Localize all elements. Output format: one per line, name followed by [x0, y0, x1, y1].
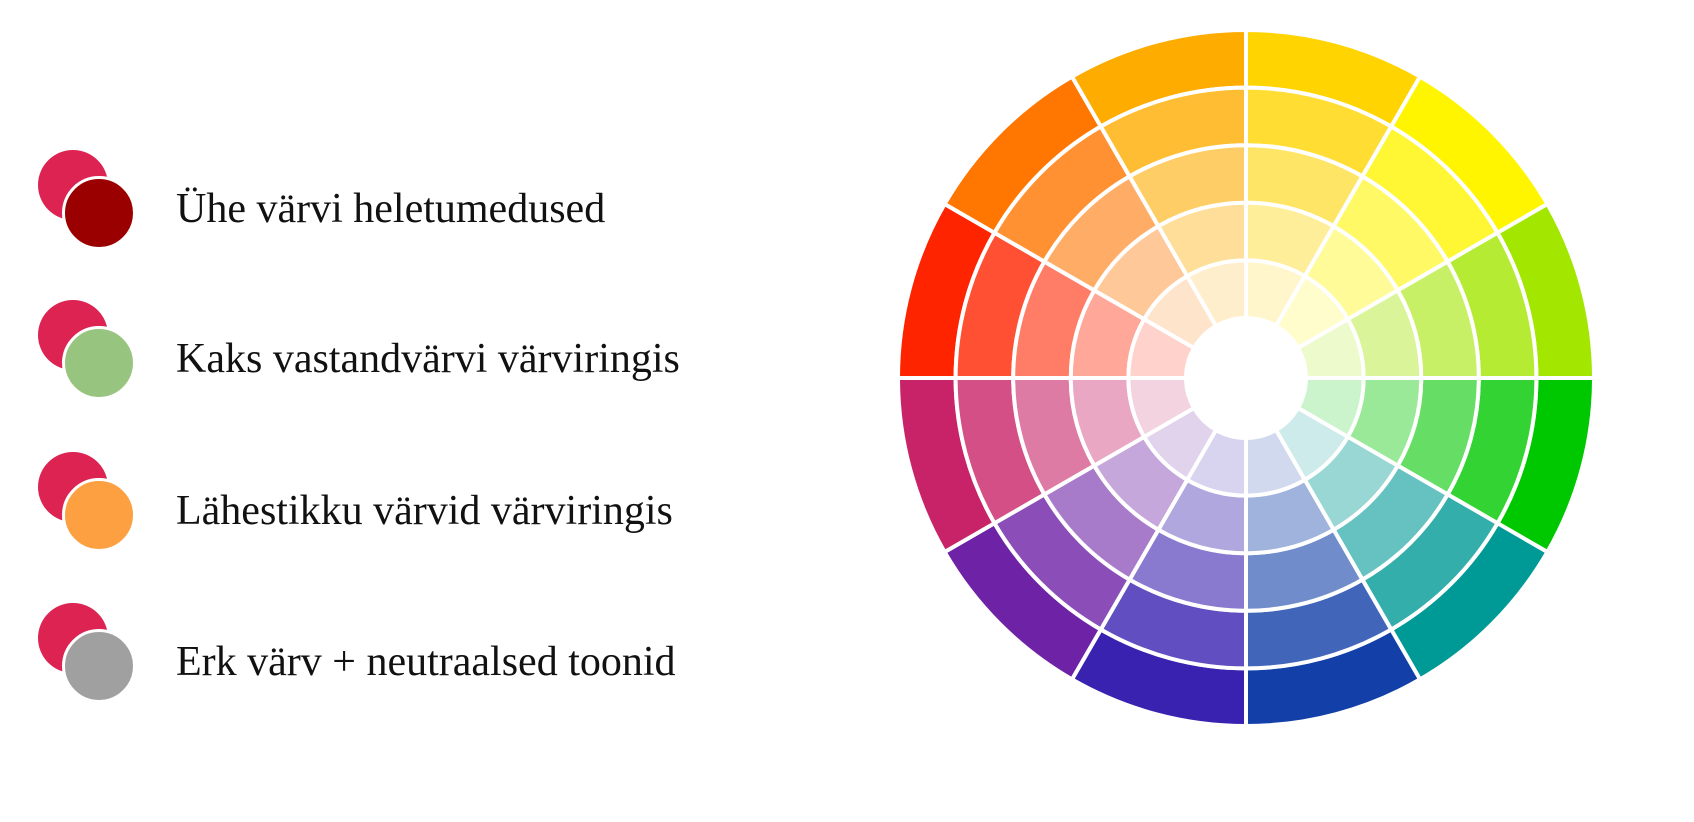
- legend-label: Lähestikku värvid värviringis: [176, 488, 673, 534]
- pair-color-swatch: [62, 326, 136, 400]
- legend-item-monochromatic: Ühe värvi heletumedused: [38, 150, 798, 250]
- color-wheel: [896, 28, 1596, 728]
- swatch-pair: [38, 150, 138, 250]
- legend-label: Ühe värvi heletumedused: [176, 186, 606, 232]
- swatch-pair: [38, 603, 138, 703]
- swatch-pair: [38, 300, 138, 400]
- color-wheel-graphic: [896, 28, 1596, 728]
- legend-item-accent-neutral: Erk värv + neutraalsed toonid: [38, 603, 798, 703]
- legend-label: Kaks vastandvärvi värviringis: [176, 336, 680, 382]
- legend-label: Erk värv + neutraalsed toonid: [176, 639, 676, 685]
- swatch-pair: [38, 452, 138, 552]
- wheel-segment-orange-ring-5: [1185, 258, 1248, 329]
- legend-item-complementary: Kaks vastandvärvi värviringis: [38, 300, 798, 400]
- pair-color-swatch: [62, 478, 136, 552]
- color-scheme-legend: Ühe värvi heletumedused Kaks vastandvärv…: [0, 0, 820, 822]
- pair-color-swatch: [62, 176, 136, 250]
- wheel-center: [1186, 318, 1306, 438]
- legend-item-analogous: Lähestikku värvid värviringis: [38, 452, 798, 552]
- pair-color-swatch: [62, 629, 136, 703]
